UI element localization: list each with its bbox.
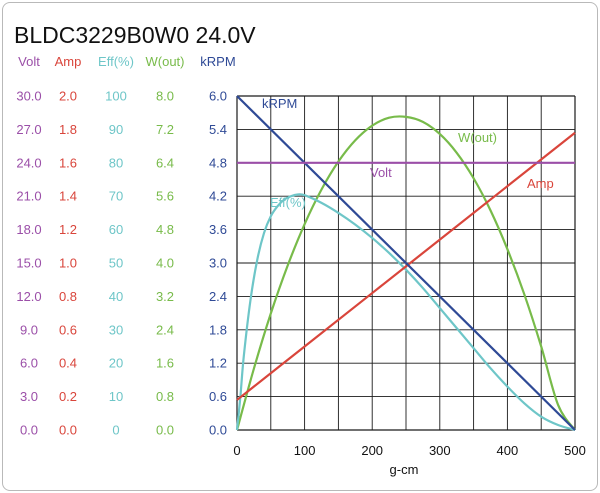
annotation-volt: Volt	[370, 165, 392, 180]
tick-label-volt: 0.0	[20, 423, 38, 438]
tick-label-krpm: 4.2	[209, 189, 227, 204]
tick-label-volt: 21.0	[16, 189, 41, 204]
series-line-eff	[235, 193, 576, 432]
tick-label-volt: 15.0	[16, 256, 41, 271]
tick-label-volt: 27.0	[16, 122, 41, 137]
axis-header-volt: Volt	[18, 54, 40, 69]
tick-label-eff: 90	[109, 122, 123, 137]
tick-label-eff: 40	[109, 289, 123, 304]
tick-label-volt: 30.0	[16, 89, 41, 104]
tick-label-eff: 20	[109, 356, 123, 371]
series-lines	[235, 95, 576, 432]
tick-label-eff: 0	[112, 423, 119, 438]
tick-label-krpm: 1.2	[209, 356, 227, 371]
tick-label-eff: 50	[109, 256, 123, 271]
axis-header-krpm: kRPM	[200, 54, 235, 69]
x-tick-label: 400	[497, 443, 519, 458]
tick-label-amp: 1.6	[59, 155, 77, 170]
tick-label-wout: 5.6	[156, 189, 174, 204]
tick-label-eff: 80	[109, 155, 123, 170]
annotation-eff: Eff(%)	[270, 195, 306, 210]
tick-label-amp: 0.0	[59, 423, 77, 438]
tick-label-krpm: 2.4	[209, 289, 227, 304]
tick-label-krpm: 6.0	[209, 89, 227, 104]
tick-label-volt: 9.0	[20, 322, 38, 337]
tick-label-amp: 1.8	[59, 122, 77, 137]
x-tick-label: 0	[233, 443, 240, 458]
tick-label-wout: 6.4	[156, 155, 174, 170]
tick-label-amp: 0.6	[59, 322, 77, 337]
series-annotations: kRPM Volt Amp W(out) Eff(%)	[262, 96, 554, 210]
tick-label-eff: 10	[109, 389, 123, 404]
tick-label-wout: 7.2	[156, 122, 174, 137]
tick-label-amp: 0.8	[59, 289, 77, 304]
series-line-amp	[236, 131, 576, 401]
tick-label-amp: 0.2	[59, 389, 77, 404]
tick-label-wout: 2.4	[156, 322, 174, 337]
tick-label-amp: 1.2	[59, 222, 77, 237]
tick-label-wout: 4.8	[156, 222, 174, 237]
tick-label-wout: 0.0	[156, 423, 174, 438]
tick-label-eff: 30	[109, 322, 123, 337]
tick-label-volt: 24.0	[16, 155, 41, 170]
tick-label-wout: 3.2	[156, 289, 174, 304]
tick-label-wout: 8.0	[156, 89, 174, 104]
tick-label-amp: 1.0	[59, 256, 77, 271]
axis-tick-labels: Volt 30.0 27.0 24.0 21.0 18.0 15.0 12.0 9.0 6.0 3.…	[16, 54, 586, 458]
tick-label-eff: 70	[109, 189, 123, 204]
tick-label-krpm: 0.6	[209, 389, 227, 404]
tick-label-volt: 6.0	[20, 356, 38, 371]
tick-label-krpm: 1.8	[209, 322, 227, 337]
tick-label-wout: 1.6	[156, 356, 174, 371]
axis-header-eff: Eff(%)	[98, 54, 134, 69]
tick-label-amp: 2.0	[59, 89, 77, 104]
chart-title: BLDC3229B0W0 24.0V	[14, 22, 256, 48]
tick-label-volt: 12.0	[16, 289, 41, 304]
tick-label-eff: 100	[105, 89, 127, 104]
tick-label-krpm: 3.0	[209, 256, 227, 271]
annotation-amp: Amp	[527, 176, 554, 191]
annotation-wout: W(out)	[458, 130, 497, 145]
axis-header-wout: W(out)	[146, 54, 185, 69]
x-tick-label: 100	[294, 443, 316, 458]
tick-label-wout: 0.8	[156, 389, 174, 404]
tick-label-eff: 60	[109, 222, 123, 237]
tick-label-volt: 3.0	[20, 389, 38, 404]
annotation-krpm: kRPM	[262, 96, 297, 111]
tick-label-krpm: 0.0	[209, 423, 227, 438]
series-line-wout	[235, 115, 576, 431]
tick-label-krpm: 4.8	[209, 155, 227, 170]
tick-label-krpm: 5.4	[209, 122, 227, 137]
tick-label-krpm: 3.6	[209, 222, 227, 237]
tick-label-amp: 1.4	[59, 189, 77, 204]
x-tick-label: 300	[429, 443, 451, 458]
tick-label-wout: 4.0	[156, 256, 174, 271]
series-line-krpm	[236, 95, 576, 431]
x-tick-label: 500	[564, 443, 586, 458]
x-axis-label: g-cm	[390, 462, 419, 477]
tick-label-amp: 0.4	[59, 356, 77, 371]
tick-label-volt: 18.0	[16, 222, 41, 237]
x-tick-label: 200	[361, 443, 383, 458]
axis-header-amp: Amp	[55, 54, 82, 69]
